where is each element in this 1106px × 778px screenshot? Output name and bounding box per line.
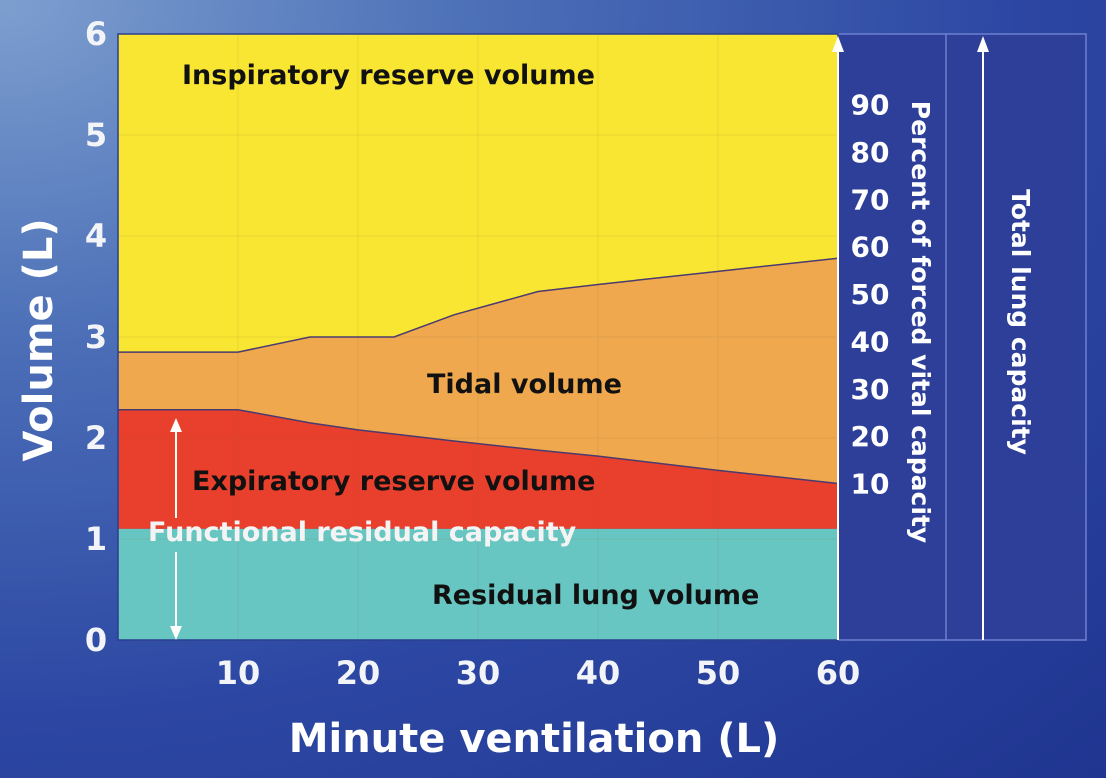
right-tick-label: 60 [851, 231, 890, 264]
fvc-arrow [832, 36, 844, 640]
irv-area [118, 34, 838, 353]
right-tick-label: 90 [851, 89, 890, 122]
residual-volume-area [118, 528, 838, 640]
y-axis-ticks: 0 1 2 3 4 5 6 [85, 15, 107, 659]
x-tick-label: 10 [216, 654, 261, 692]
frc-arrow [170, 418, 182, 640]
erv-area [118, 409, 838, 529]
tlc-title: Total lung capacity [1006, 189, 1035, 455]
y-tick-label: 5 [85, 116, 107, 154]
x-tick-label: 60 [816, 654, 861, 692]
tidal-volume-label: Tidal volume [427, 369, 622, 400]
right-tick-label: 10 [851, 467, 890, 500]
erv-label: Expiratory reserve volume [192, 466, 595, 497]
y-tick-label: 1 [85, 520, 107, 558]
x-tick-label: 50 [696, 654, 741, 692]
right-panel [837, 33, 1087, 641]
right-axis-ticks: 10 20 30 40 50 60 70 80 90 [851, 89, 890, 501]
end-expiratory-line [118, 408, 839, 485]
end-inspiratory-line [118, 257, 839, 353]
right-tick-label: 50 [851, 278, 890, 311]
x-axis-title: Minute ventilation (L) [289, 716, 780, 762]
y-tick-label: 3 [85, 318, 107, 356]
right-tick-label: 30 [851, 373, 890, 406]
right-tick-label: 40 [851, 325, 890, 358]
tidal-volume-area [118, 258, 838, 484]
right-tick-label: 70 [851, 183, 890, 216]
residual-volume-label: Residual lung volume [432, 580, 759, 611]
tlc-arrow [977, 36, 989, 640]
y-tick-label: 6 [85, 15, 107, 53]
y-tick-label: 2 [85, 419, 107, 457]
right-tick-label: 80 [851, 136, 890, 169]
right-axis-title: Percent of forced vital capacity [906, 101, 935, 543]
frc-label: Functional residual capacity [148, 517, 577, 548]
x-tick-label: 40 [576, 654, 621, 692]
irv-label: Inspiratory reserve volume [182, 60, 595, 91]
x-tick-label: 20 [336, 654, 381, 692]
y-tick-label: 0 [85, 621, 107, 659]
right-tick-label: 20 [851, 420, 890, 453]
y-axis-title: Volume (L) [16, 218, 62, 461]
y-tick-label: 4 [85, 217, 107, 255]
x-tick-label: 30 [456, 654, 501, 692]
x-axis-ticks: 10 20 30 40 50 60 [216, 654, 861, 692]
